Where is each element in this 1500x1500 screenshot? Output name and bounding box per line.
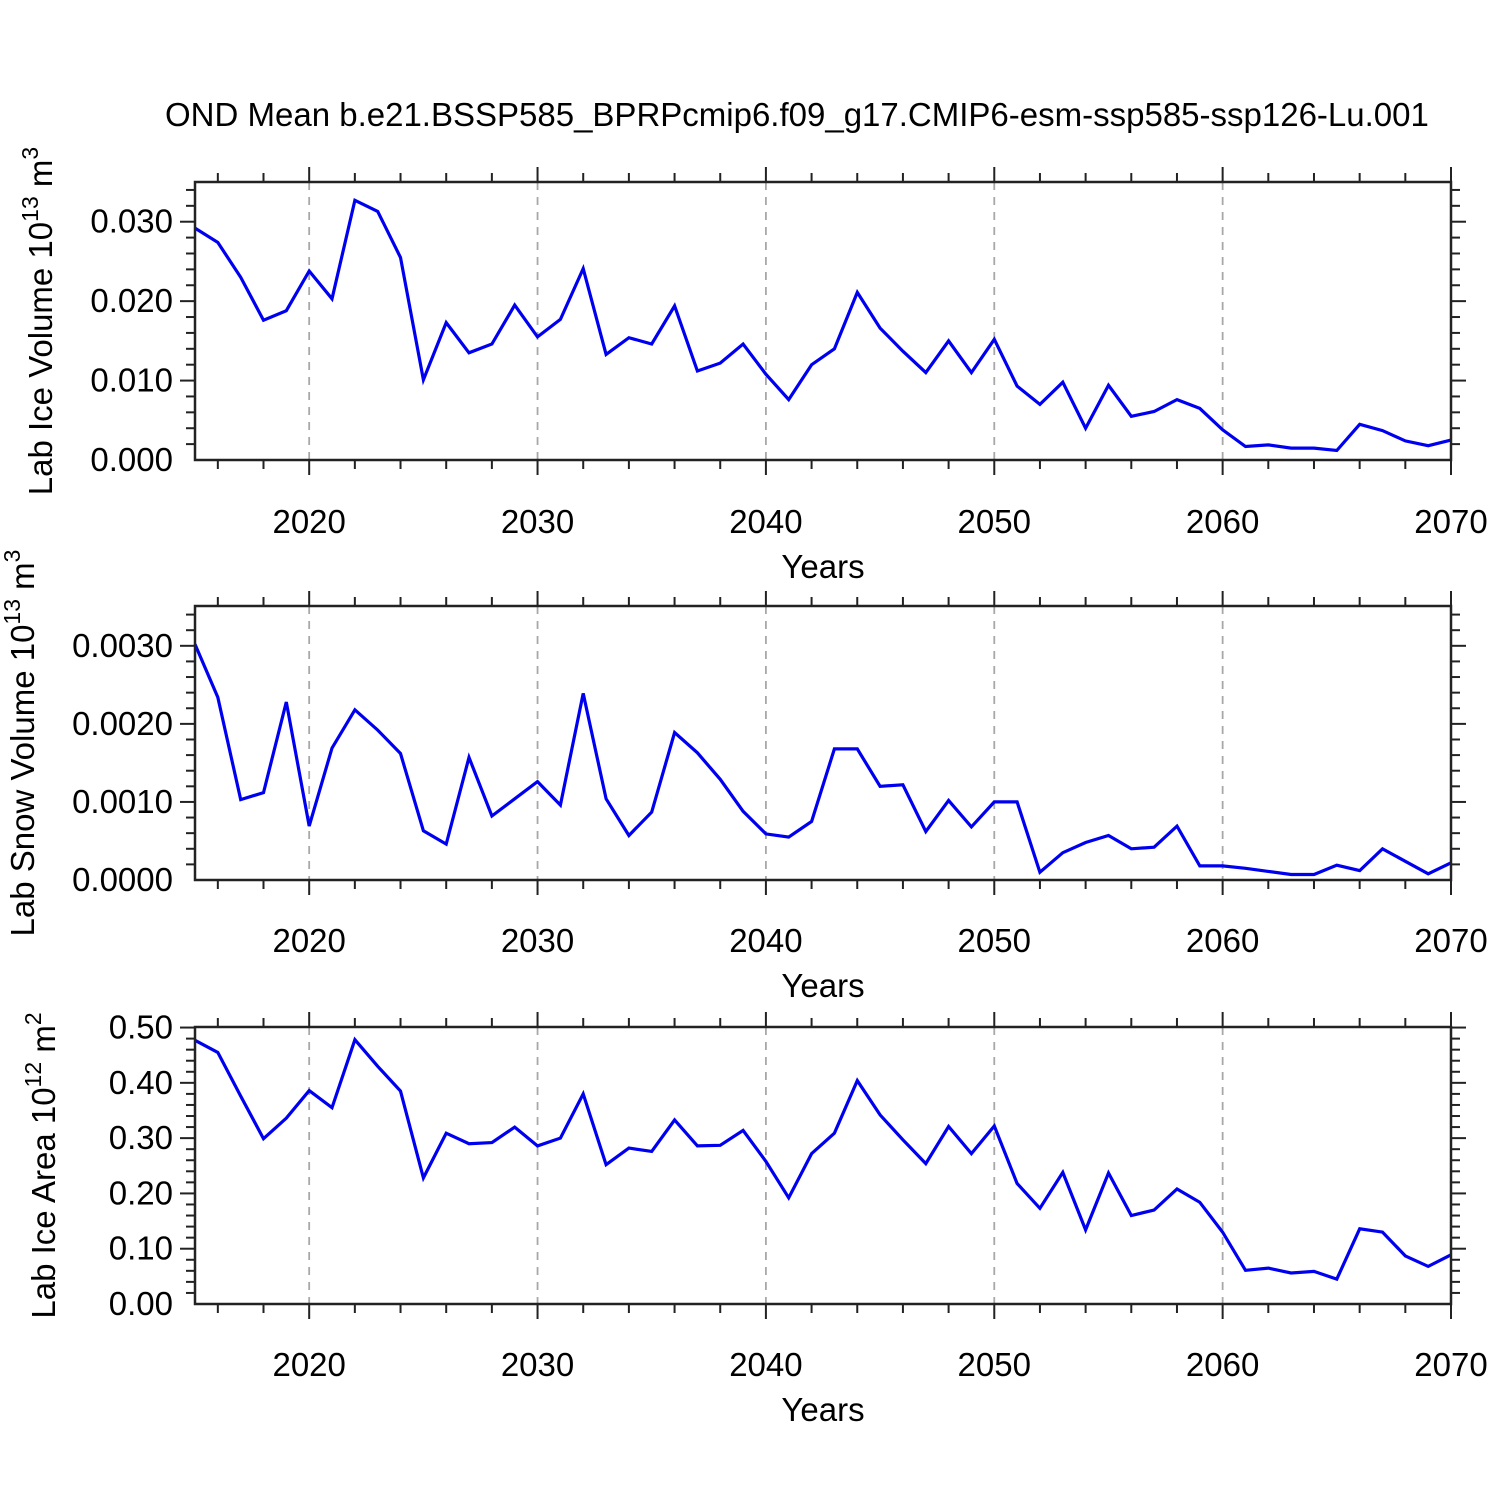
plot-frame	[193, 604, 1453, 882]
y-tick-label: 0.0000	[72, 861, 173, 898]
lab-ice-area-line	[194, 1036, 1452, 1282]
x-axis-label: Years	[781, 548, 864, 585]
y-axis-label: Lab Ice Area 1012 m2	[20, 1012, 62, 1318]
y-tick-label: 0.010	[90, 362, 173, 399]
x-tick-label: 2070	[1414, 1346, 1487, 1383]
y-axis-label: Lab Ice Volume 1013 m3	[17, 147, 59, 495]
x-tick-label: 2020	[272, 503, 345, 540]
y-tick-label: 0.0010	[72, 783, 173, 820]
panel-lab-snow-volume: 2020 2030 2040 2050 2060 2070 0.0000 0.0010 0.00…	[0, 550, 1488, 1004]
panel-lab-ice-area: 2020 2030 2040 2050 2060 2070 0.00 0.10 0.20 0.30…	[20, 1009, 1488, 1428]
y-tick-label: 0.30	[109, 1119, 173, 1156]
y-tick-label: 0.020	[90, 282, 173, 319]
x-tick-label: 2070	[1414, 503, 1487, 540]
x-tick-label: 2020	[272, 1346, 345, 1383]
y-tick-label: 0.00	[109, 1285, 173, 1322]
x-tick-label: 2050	[958, 503, 1031, 540]
x-tick-label: 2050	[958, 1346, 1031, 1383]
chart-title: OND Mean b.e21.BSSP585_BPRPcmip6.f09_g17…	[165, 96, 1429, 133]
x-tick-label: 2070	[1414, 922, 1487, 959]
y-tick-label: 0.0020	[72, 705, 173, 742]
lab-ice-volume-line	[194, 197, 1452, 453]
x-tick-label: 2060	[1186, 503, 1259, 540]
x-tick-label: 2020	[272, 922, 345, 959]
x-tick-label: 2040	[729, 922, 802, 959]
x-tick-label: 2040	[729, 1346, 802, 1383]
y-tick-label: 0.0030	[72, 627, 173, 664]
y-tick-label: 0.20	[109, 1174, 173, 1211]
x-tick-label: 2050	[958, 922, 1031, 959]
y-tick-label: 0.000	[90, 441, 173, 478]
x-axis-label: Years	[781, 967, 864, 1004]
lab-snow-volume-line	[193, 643, 1452, 877]
y-tick-label: 0.030	[90, 203, 173, 240]
x-axis-label: Years	[781, 1391, 864, 1428]
x-tick-label: 2030	[501, 1346, 574, 1383]
y-tick-label: 0.40	[109, 1064, 173, 1101]
y-tick-label: 0.10	[109, 1230, 173, 1267]
x-tick-label: 2060	[1186, 922, 1259, 959]
x-tick-label: 2030	[501, 922, 574, 959]
x-tick-label: 2060	[1186, 1346, 1259, 1383]
plot-frame	[193, 1025, 1453, 1306]
x-tick-label: 2040	[729, 503, 802, 540]
x-tick-label: 2030	[501, 503, 574, 540]
plot-frame	[193, 180, 1453, 462]
panel-lab-ice-volume: 2020 2030 2040 2050 2060 2070 0.000 0.010 0.020 0…	[17, 147, 1488, 585]
y-tick-label: 0.50	[109, 1009, 173, 1046]
y-axis-label: Lab Snow Volume 1013 m3	[0, 550, 41, 937]
